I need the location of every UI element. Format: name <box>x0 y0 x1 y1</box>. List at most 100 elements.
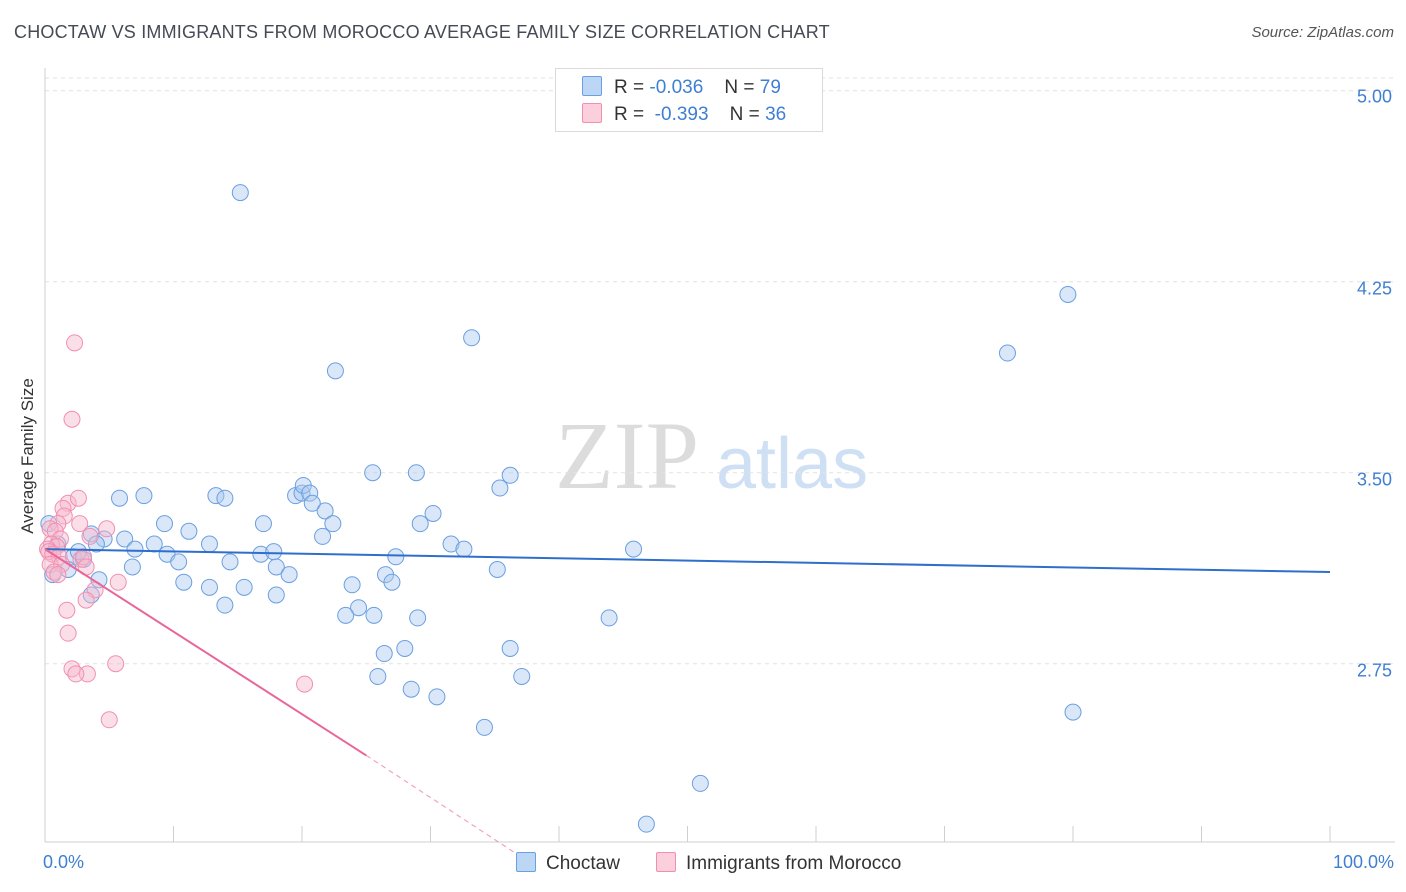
morocco-point <box>51 530 69 548</box>
choctaw-point <box>369 667 387 685</box>
morocco-point <box>71 515 89 533</box>
watermark-zip: ZIP <box>555 402 699 509</box>
morocco-point <box>81 527 99 545</box>
choctaw-point <box>156 515 174 533</box>
choctaw-point <box>126 540 144 558</box>
choctaw-point <box>123 558 141 576</box>
choctaw-point <box>145 535 163 553</box>
choctaw-trend-line <box>44 548 1331 574</box>
morocco-point <box>49 566 67 584</box>
morocco-point <box>66 334 84 352</box>
morocco-point <box>78 665 96 683</box>
choctaw-point <box>254 515 272 533</box>
morocco-point <box>67 665 85 683</box>
choctaw-point <box>267 586 285 604</box>
choctaw-point <box>383 573 401 591</box>
choctaw-point <box>600 609 618 627</box>
choctaw-point <box>475 718 493 736</box>
choctaw-point <box>387 548 405 566</box>
choctaw-point <box>1059 285 1077 303</box>
choctaw-point <box>463 329 481 347</box>
choctaw-point <box>365 606 383 624</box>
morocco-point <box>98 520 116 538</box>
choctaw-point <box>998 344 1016 362</box>
bottom-legend-morocco: Immigrants from Morocco <box>656 852 901 875</box>
y-tick-label: 2.75 <box>1356 660 1392 681</box>
choctaw-point <box>180 522 198 540</box>
choctaw-point <box>200 578 218 596</box>
choctaw-point <box>491 479 509 497</box>
legend-n-value: 79 <box>759 77 781 98</box>
choctaw-point <box>280 566 298 584</box>
legend-n-value: 36 <box>765 104 787 125</box>
choctaw-point <box>252 545 270 563</box>
legend-swatch-pink <box>656 852 676 872</box>
choctaw-point <box>265 543 283 561</box>
morocco-point <box>75 548 93 566</box>
morocco-point <box>58 601 76 619</box>
morocco-point <box>100 711 118 729</box>
choctaw-point <box>216 596 234 614</box>
source-label: Source: ZipAtlas.com <box>1251 24 1394 41</box>
choctaw-point <box>337 606 355 624</box>
choctaw-point <box>170 553 188 571</box>
choctaw-point <box>200 535 218 553</box>
correlation-legend: R = -0.036 N = 79 R = -0.393 N = 36 <box>555 68 823 132</box>
morocco-point <box>77 591 95 609</box>
choctaw-point <box>116 530 134 548</box>
choctaw-point <box>301 484 319 502</box>
choctaw-point <box>1064 703 1082 721</box>
choctaw-point <box>216 489 234 507</box>
morocco-point <box>69 489 87 507</box>
choctaw-point <box>267 558 285 576</box>
legend-label: Choctaw <box>546 853 620 874</box>
choctaw-point <box>402 680 420 698</box>
morocco-point <box>296 675 314 693</box>
legend-r-value: -0.036 <box>649 77 704 98</box>
legend-r-value: -0.393 <box>654 104 709 125</box>
morocco-point <box>63 410 81 428</box>
choctaw-point <box>691 774 709 792</box>
choctaw-point <box>455 540 473 558</box>
choctaw-point <box>411 515 429 533</box>
choctaw-point <box>409 609 427 627</box>
legend-swatch-blue <box>516 852 536 872</box>
morocco-point <box>59 494 77 512</box>
legend-r-label: R = <box>614 77 645 98</box>
legend-swatch-pink <box>582 103 602 123</box>
choctaw-point <box>316 502 334 520</box>
chart-title: CHOCTAW VS IMMIGRANTS FROM MOROCCO AVERA… <box>14 22 830 42</box>
legend-r-label: R = <box>614 104 645 125</box>
choctaw-point <box>637 815 655 833</box>
morocco-point <box>107 655 125 673</box>
legend-n-label: N = <box>724 77 755 98</box>
choctaw-point <box>424 504 442 522</box>
choctaw-point <box>231 184 249 202</box>
morocco-trend-line <box>44 548 367 757</box>
choctaw-point <box>513 667 531 685</box>
choctaw-point <box>303 494 321 512</box>
choctaw-point <box>221 553 239 571</box>
choctaw-point <box>314 527 332 545</box>
morocco-point <box>41 520 59 538</box>
choctaw-point <box>235 578 253 596</box>
legend-row-morocco: R = -0.393 N = 36 <box>582 103 786 126</box>
legend-swatch-blue <box>582 76 602 96</box>
y-tick-label: 5.00 <box>1356 86 1392 107</box>
choctaw-point <box>488 561 506 579</box>
legend-row-choctaw: R = -0.036 N = 79 <box>582 76 781 99</box>
choctaw-point <box>326 362 344 380</box>
choctaw-point <box>407 464 425 482</box>
choctaw-point <box>324 515 342 533</box>
choctaw-point <box>501 639 519 657</box>
y-tick-label: 4.25 <box>1356 278 1392 299</box>
choctaw-point <box>364 464 382 482</box>
choctaw-point <box>501 466 519 484</box>
choctaw-point <box>175 573 193 591</box>
legend-label: Immigrants from Morocco <box>686 853 902 874</box>
choctaw-point <box>343 576 361 594</box>
choctaw-point <box>442 535 460 553</box>
choctaw-point <box>375 645 393 663</box>
choctaw-point <box>428 688 446 706</box>
